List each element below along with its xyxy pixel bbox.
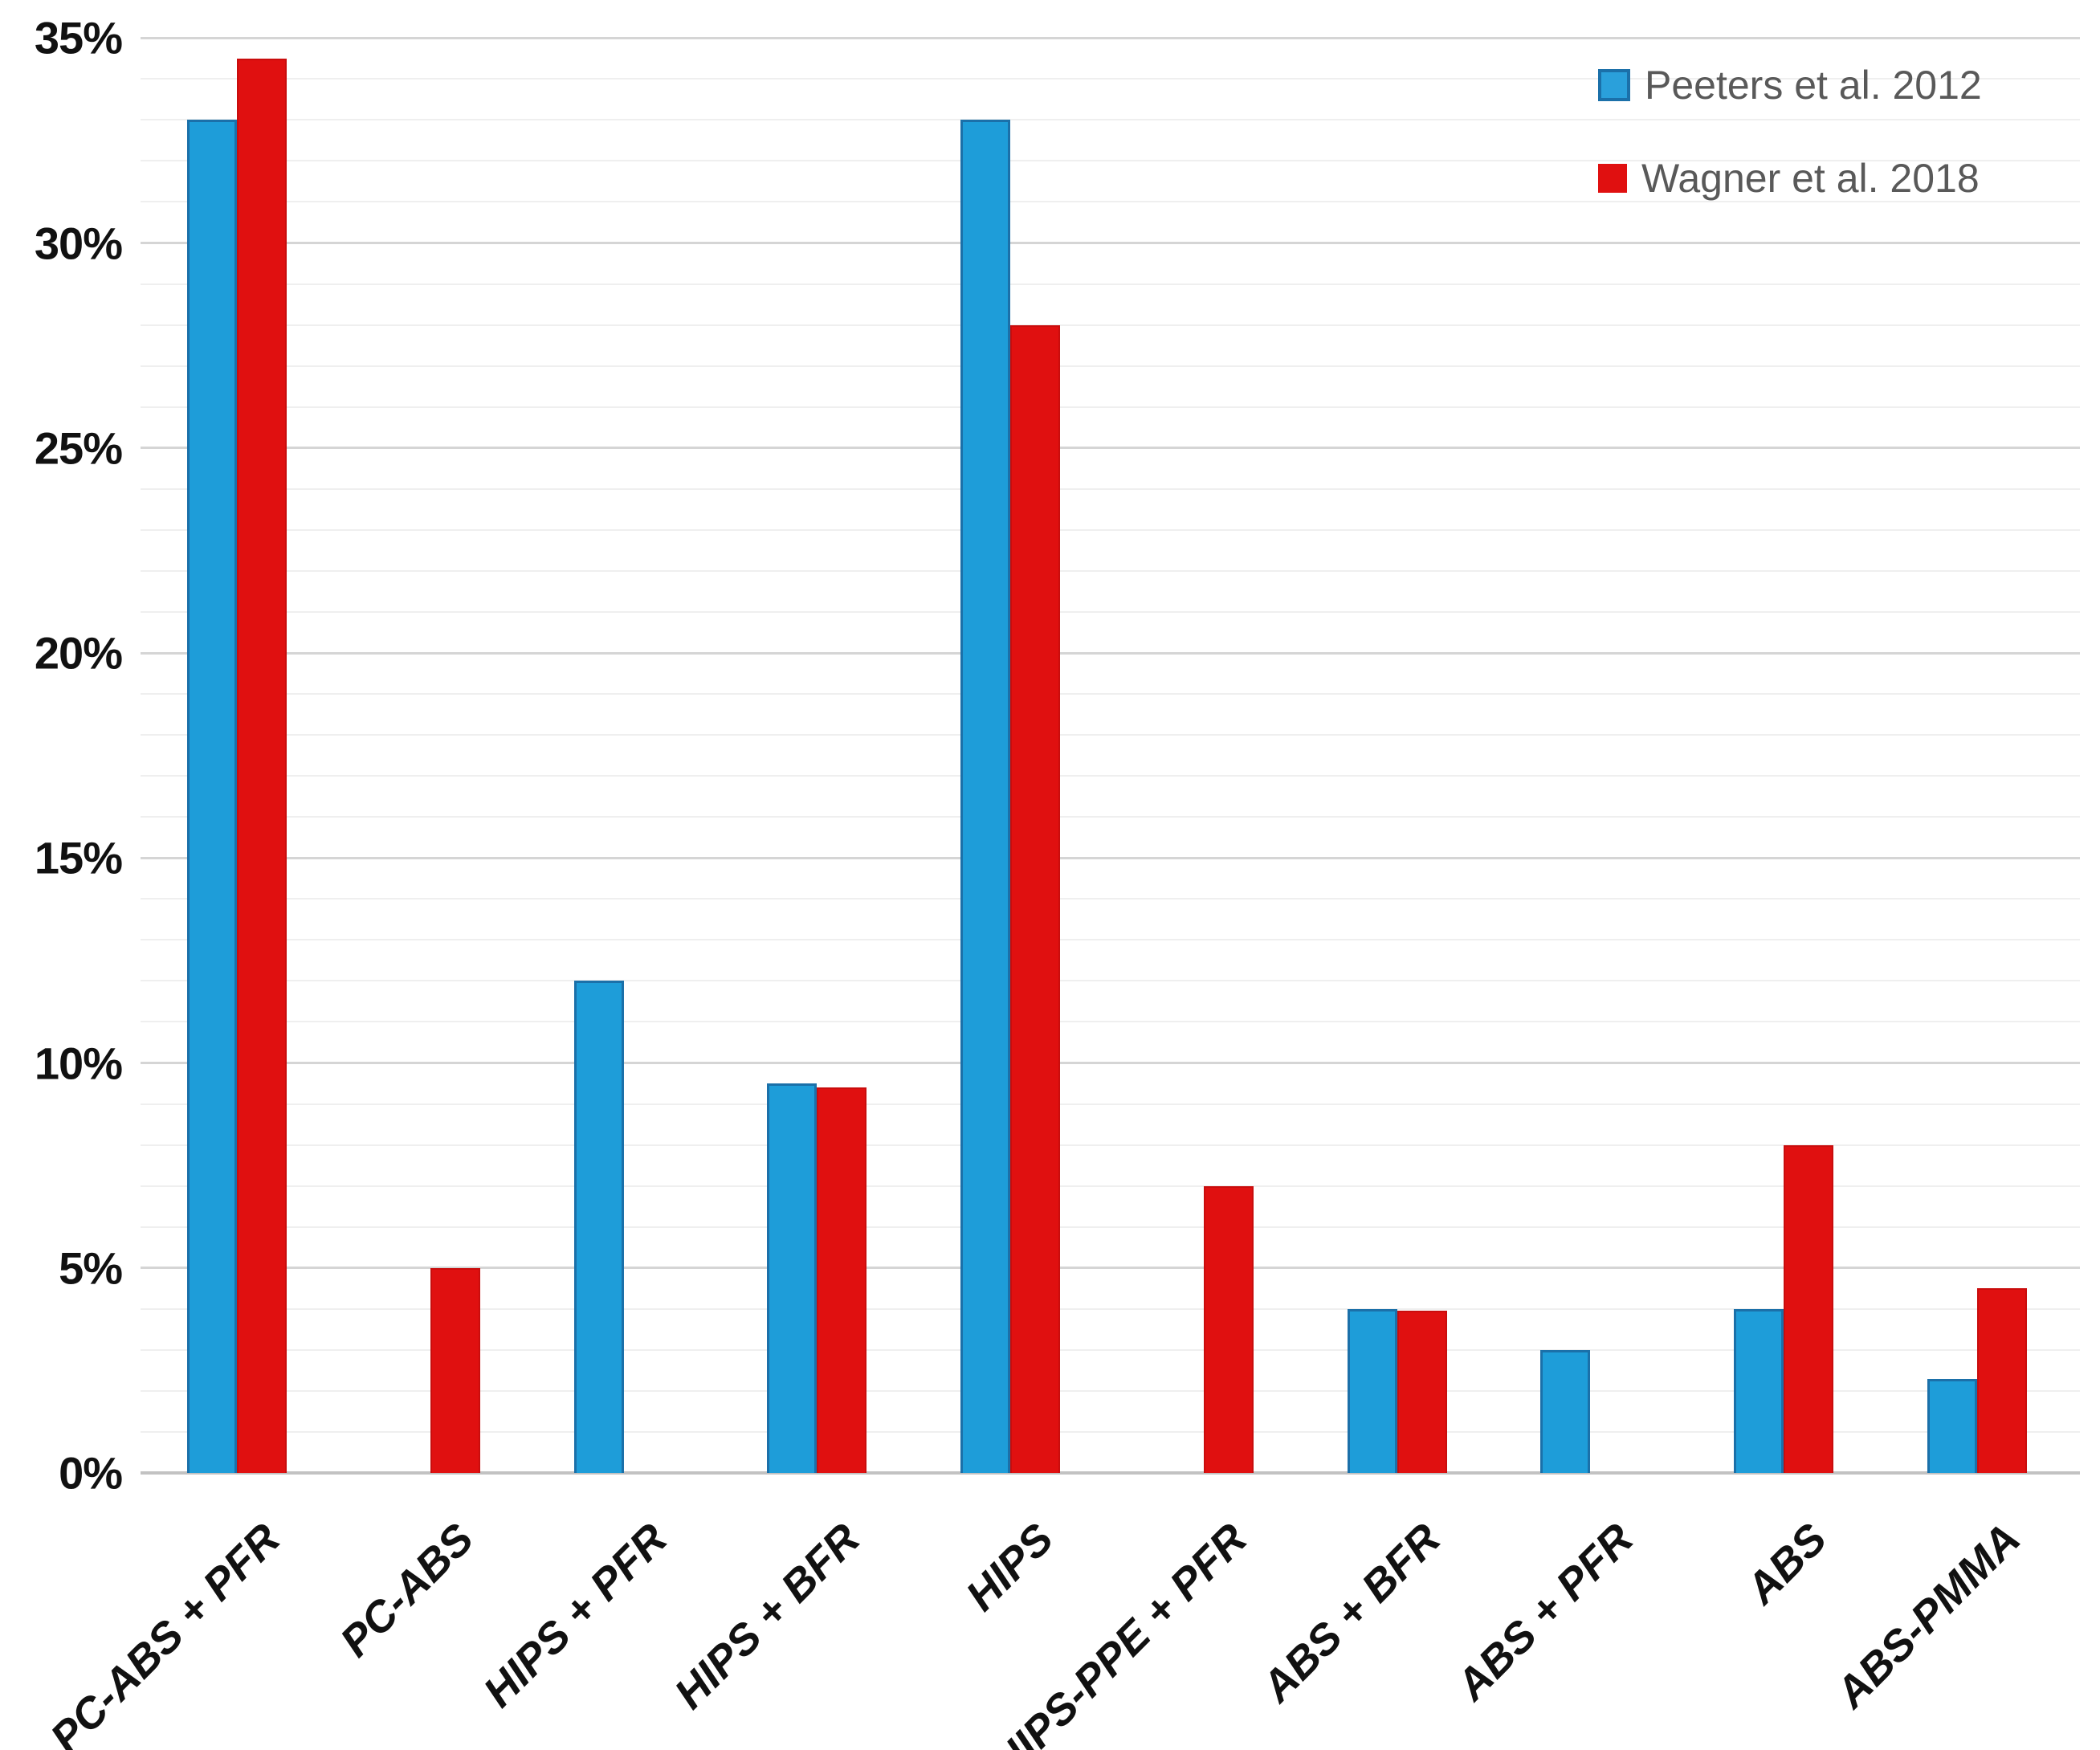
bar-wagner-pc-abs-pfr [237, 59, 287, 1473]
bar-wagner-hips-ppe-pfr [1204, 1186, 1254, 1473]
y-tick-label: 10% [34, 1038, 123, 1089]
bar-peeters-abs-pmma [1927, 1379, 1977, 1473]
gridline-minor [141, 1021, 2080, 1022]
gridline-minor [141, 78, 2080, 80]
gridline-minor [141, 1185, 2080, 1187]
legend-label-peeters: Peeters et al. 2012 [1645, 63, 1982, 108]
bar-peeters-abs [1734, 1309, 1784, 1473]
gridline-minor [141, 1226, 2080, 1228]
bar-peeters-abs-pfr [1540, 1350, 1590, 1473]
gridline-minor [141, 1308, 2080, 1310]
legend-item-peeters: Peeters et al. 2012 [1598, 63, 1982, 108]
gridline-major [141, 1267, 2080, 1269]
gridline-major [141, 1062, 2080, 1064]
gridline-minor [141, 119, 2080, 120]
bar-peeters-hips-pfr [574, 981, 624, 1473]
gridline-minor [141, 529, 2080, 531]
gridline-minor [141, 1431, 2080, 1433]
gridline-minor [141, 406, 2080, 408]
bar-wagner-pc-abs [430, 1268, 480, 1473]
gridline-minor [141, 1103, 2080, 1105]
y-tick-label: 20% [34, 627, 123, 679]
gridline-minor [141, 898, 2080, 899]
gridline-major [141, 857, 2080, 859]
y-tick-label: 0% [59, 1447, 123, 1499]
gridline-minor [141, 939, 2080, 940]
bar-peeters-pc-abs-pfr [187, 120, 237, 1473]
gridline-minor [141, 693, 2080, 695]
gridline-major [141, 242, 2080, 244]
gridline-minor [141, 201, 2080, 202]
gridline-minor [141, 734, 2080, 736]
bar-peeters-hips-bfr [767, 1083, 817, 1473]
gridline-major [141, 447, 2080, 449]
gridline-minor [141, 160, 2080, 161]
y-tick-label: 25% [34, 422, 123, 474]
gridline-minor [141, 284, 2080, 285]
gridline-minor [141, 365, 2080, 367]
gridline-minor [141, 1349, 2080, 1351]
gridline-minor [141, 324, 2080, 326]
bar-wagner-hips [1010, 325, 1060, 1473]
gridline-minor [141, 1390, 2080, 1392]
gridline-minor [141, 775, 2080, 777]
bar-peeters-hips [960, 120, 1010, 1473]
bar-wagner-abs [1784, 1145, 1833, 1473]
gridline-minor [141, 570, 2080, 572]
gridline-major [141, 37, 2080, 39]
y-tick-label: 35% [34, 12, 123, 63]
legend-label-wagner: Wagner et al. 2018 [1641, 156, 1980, 201]
y-tick-label: 30% [34, 218, 123, 269]
x-axis-line [141, 1471, 2080, 1475]
gridline-minor [141, 611, 2080, 613]
y-tick-label: 5% [59, 1242, 123, 1294]
legend-item-wagner: Wagner et al. 2018 [1598, 156, 1980, 201]
legend-swatch-blue [1598, 69, 1630, 101]
bar-wagner-abs-pmma [1977, 1288, 2027, 1473]
gridline-minor [141, 980, 2080, 981]
bar-wagner-abs-bfr [1397, 1311, 1447, 1473]
gridline-major [141, 652, 2080, 655]
gridline-minor [141, 1144, 2080, 1146]
y-tick-label: 15% [34, 832, 123, 883]
legend-swatch-red [1598, 164, 1627, 193]
bar-wagner-hips-bfr [817, 1087, 867, 1473]
gridline-minor [141, 816, 2080, 818]
gridline-minor [141, 488, 2080, 490]
bar-peeters-abs-bfr [1348, 1309, 1397, 1473]
